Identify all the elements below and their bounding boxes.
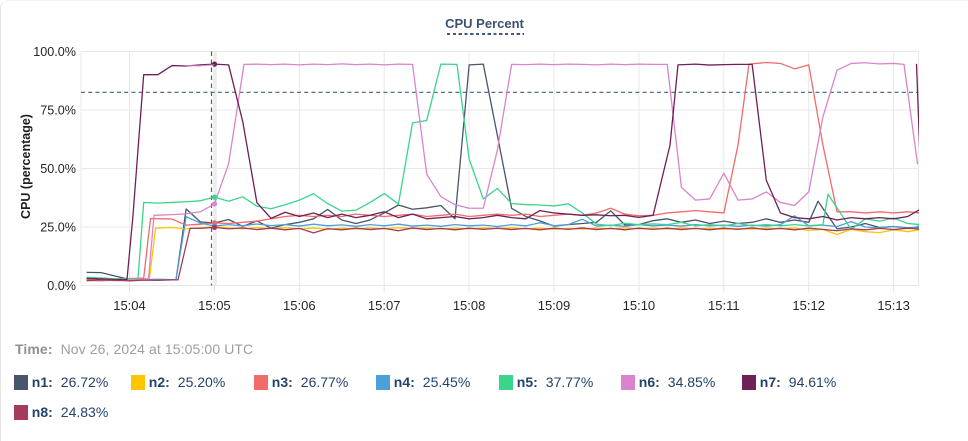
svg-text:15:08: 15:08 <box>453 298 486 313</box>
svg-text:15:12: 15:12 <box>792 298 825 313</box>
svg-text:100.0%: 100.0% <box>33 45 76 59</box>
svg-text:15:05: 15:05 <box>198 298 231 313</box>
svg-text:75.0%: 75.0% <box>40 103 76 117</box>
svg-text:15:09: 15:09 <box>538 298 571 313</box>
svg-text:15:04: 15:04 <box>113 298 146 313</box>
svg-text:15:13: 15:13 <box>877 298 910 313</box>
svg-text:25.0%: 25.0% <box>40 220 76 234</box>
svg-text:50.0%: 50.0% <box>40 162 76 176</box>
svg-text:15:06: 15:06 <box>283 298 316 313</box>
svg-text:15:11: 15:11 <box>708 298 740 313</box>
svg-text:15:10: 15:10 <box>623 298 656 313</box>
svg-text:CPU (percentage): CPU (percentage) <box>19 114 33 219</box>
svg-text:0.0%: 0.0% <box>47 279 76 293</box>
svg-text:15:07: 15:07 <box>368 298 401 313</box>
